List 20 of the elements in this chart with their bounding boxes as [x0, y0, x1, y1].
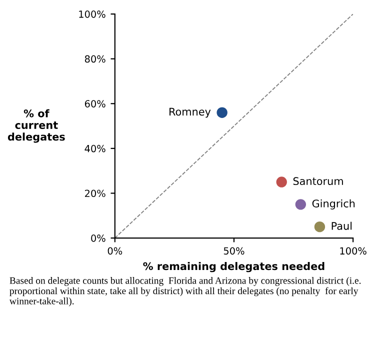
x-tick-label: 100%	[340, 247, 366, 255]
y-tick-label: 40%	[84, 144, 106, 152]
text: Based on delegate counts but allocating Florida and Arizona by congressional district (i.e. proportional within state, take all by district) with all their delegates (no penalty for early winner-take-all).	[9, 277, 361, 306]
series-label: Gingrich	[312, 199, 355, 210]
x-axis-title: % remaining delegates needed	[143, 262, 324, 272]
series-label: Santorum	[293, 177, 343, 186]
point	[276, 176, 287, 188]
y-tick-label: 100%	[79, 10, 106, 18]
point	[216, 107, 228, 118]
y-tick-label: 0%	[91, 234, 106, 242]
y-tick-label: 60%	[84, 100, 106, 108]
series-label: Paul	[332, 222, 352, 230]
x-tick-label: 50%	[224, 247, 244, 255]
y-tick-label: 80%	[84, 55, 106, 63]
point	[314, 221, 326, 232]
y-tick-label: 20%	[84, 190, 106, 198]
y-axis-title: % of current delegates	[8, 109, 65, 143]
x-tick-label: 0%	[108, 247, 122, 255]
series-label: Romney	[170, 108, 211, 118]
point	[295, 199, 306, 210]
